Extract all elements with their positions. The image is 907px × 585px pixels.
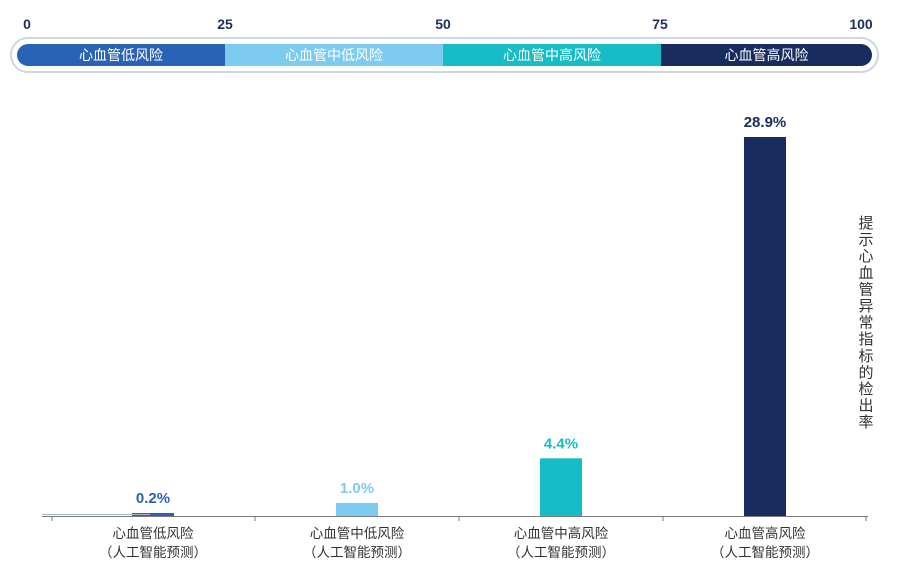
category-label: 心血管低风险 <box>113 526 194 542</box>
y-axis-label-char: 出 <box>858 397 873 415</box>
scale-segment-label: 心血管中低风险 <box>285 48 383 64</box>
category-label: 心血管高风险 <box>725 525 806 542</box>
scale-ticks: 0 25 50 75 100 <box>23 16 873 32</box>
category-label: （人工智能预测） <box>507 545 615 561</box>
scale-tick-label: 50 <box>435 16 451 32</box>
y-axis-label-char: 管 <box>858 280 873 298</box>
bar <box>336 502 378 516</box>
category-label: 心血管中高风险 <box>514 525 609 542</box>
scale-segment <box>443 44 661 66</box>
bars <box>42 137 786 516</box>
scale-segment-labels: 心血管低风险 心血管中低风险 心血管中高风险 心血管高风险 <box>79 47 809 64</box>
data-label: 28.9% <box>744 114 787 131</box>
scale-segment <box>225 44 443 66</box>
data-label: 4.4% <box>544 435 578 452</box>
scale-segment-label: 心血管高风险 <box>725 47 809 64</box>
y-axis-label-char: 异 <box>858 297 873 315</box>
value-labels: 0.2% 1.0% 4.4% 28.9% <box>136 114 786 507</box>
bar <box>132 513 174 516</box>
scale-tick-label: 25 <box>217 16 233 32</box>
y-axis-label-char: 标 <box>858 347 873 365</box>
y-axis-label-char: 率 <box>858 413 873 431</box>
y-axis-label-char: 血 <box>858 264 873 282</box>
bar <box>744 137 786 516</box>
y-axis-label-char: 心 <box>858 247 873 265</box>
x-axis-ticks <box>51 516 867 521</box>
bar <box>540 458 582 516</box>
category-label: （人工智能预测） <box>99 545 207 561</box>
scale-tick-label: 75 <box>652 16 668 32</box>
y-axis-label-char: 提 <box>858 214 873 232</box>
y-axis-label-char: 检 <box>858 380 873 398</box>
category-label: 心血管中低风险 <box>310 526 405 542</box>
y-axis-label-char: 常 <box>858 314 873 332</box>
scale-segment <box>17 44 225 66</box>
x-axis-category-labels: 心血管低风险 （人工智能预测） 心血管中低风险 （人工智能预测） 心血管中高风险 （人工智… <box>99 525 819 561</box>
data-label: 1.0% <box>340 480 374 497</box>
y-axis-label-char: 的 <box>858 363 873 381</box>
y-axis-label-char: 示 <box>858 231 873 249</box>
scale-tick-label: 0 <box>23 16 31 32</box>
category-label: （人工智能预测） <box>711 545 819 561</box>
scale-segment <box>661 44 872 66</box>
scale-segment-label: 心血管中高风险 <box>503 47 601 64</box>
scale-segment-label: 心血管低风险 <box>79 48 163 64</box>
data-label: 0.2% <box>136 490 170 507</box>
category-label: （人工智能预测） <box>303 545 411 561</box>
scale-segments <box>17 44 872 66</box>
y-axis-label-char: 指 <box>858 330 873 348</box>
scale-tick-label: 100 <box>849 16 873 32</box>
